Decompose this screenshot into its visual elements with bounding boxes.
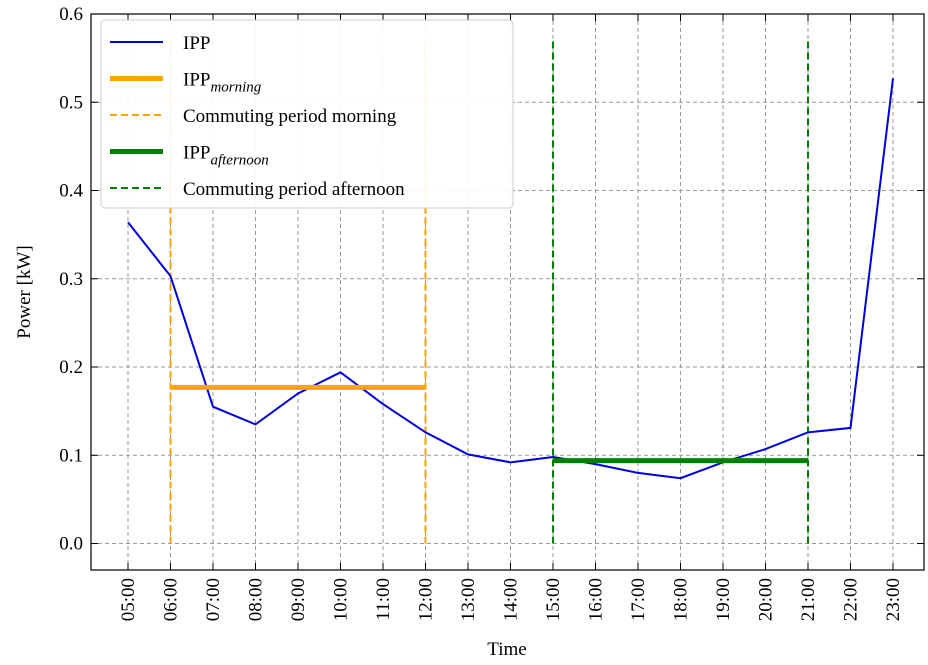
plot-frame — [90, 13, 925, 571]
legend-name: Commuting period morning — [183, 106, 397, 127]
x-tick-label: 18:00 — [671, 578, 692, 621]
x-tick-label: 19:00 — [713, 578, 734, 621]
y-tick-label: 0.3 — [59, 269, 83, 290]
legend-label: IPPafternoon — [183, 143, 269, 169]
x-tick-label: 08:00 — [246, 578, 267, 621]
x-tick-label: 20:00 — [756, 578, 777, 621]
line — [127, 78, 894, 480]
y-tick-label: 0.1 — [59, 445, 83, 466]
legend-label: IPPmorning — [183, 70, 262, 96]
x-tick-label: 12:00 — [416, 578, 437, 621]
x-tick-label: 23:00 — [883, 578, 904, 621]
x-tick-label: 21:00 — [798, 578, 819, 621]
legend-label: Commuting period morning — [183, 106, 397, 127]
x-tick-label: 06:00 — [161, 578, 182, 621]
y-tick-label: 0.6 — [59, 4, 83, 25]
legend-name: IPP — [183, 70, 210, 91]
legend-label: Commuting period afternoon — [183, 179, 405, 200]
legend-box — [100, 19, 514, 209]
y-tick-label: 0.5 — [59, 92, 83, 113]
legend-name: IPP — [183, 143, 210, 164]
y-tick-label: 0.2 — [59, 357, 83, 378]
x-tick-label: 13:00 — [458, 578, 479, 621]
legend-name: Commuting period afternoon — [183, 179, 405, 200]
x-tick-label: 05:00 — [118, 578, 139, 621]
x-tick-label: 17:00 — [628, 578, 649, 621]
x-tick-label: 09:00 — [288, 578, 309, 621]
legend-label: IPP — [183, 33, 210, 54]
x-tick-label: 15:00 — [543, 578, 564, 621]
y-tick-label: 0.4 — [59, 181, 83, 202]
legend-name: IPP — [183, 33, 210, 54]
y-tick-label: 0.0 — [59, 534, 83, 555]
x-tick-label: 07:00 — [203, 578, 224, 621]
x-tick-label: 10:00 — [331, 578, 352, 621]
legend-subscript: morning — [210, 80, 261, 96]
x-tick-label: 16:00 — [586, 578, 607, 621]
x-tick-label: 11:00 — [373, 578, 394, 621]
x-axis-label: Time — [487, 639, 526, 660]
x-tick-label: 22:00 — [841, 578, 862, 621]
legend-subscript: afternoon — [210, 153, 268, 169]
y-axis-label: Power [kW] — [14, 245, 35, 338]
x-tick-label: 14:00 — [501, 578, 522, 621]
